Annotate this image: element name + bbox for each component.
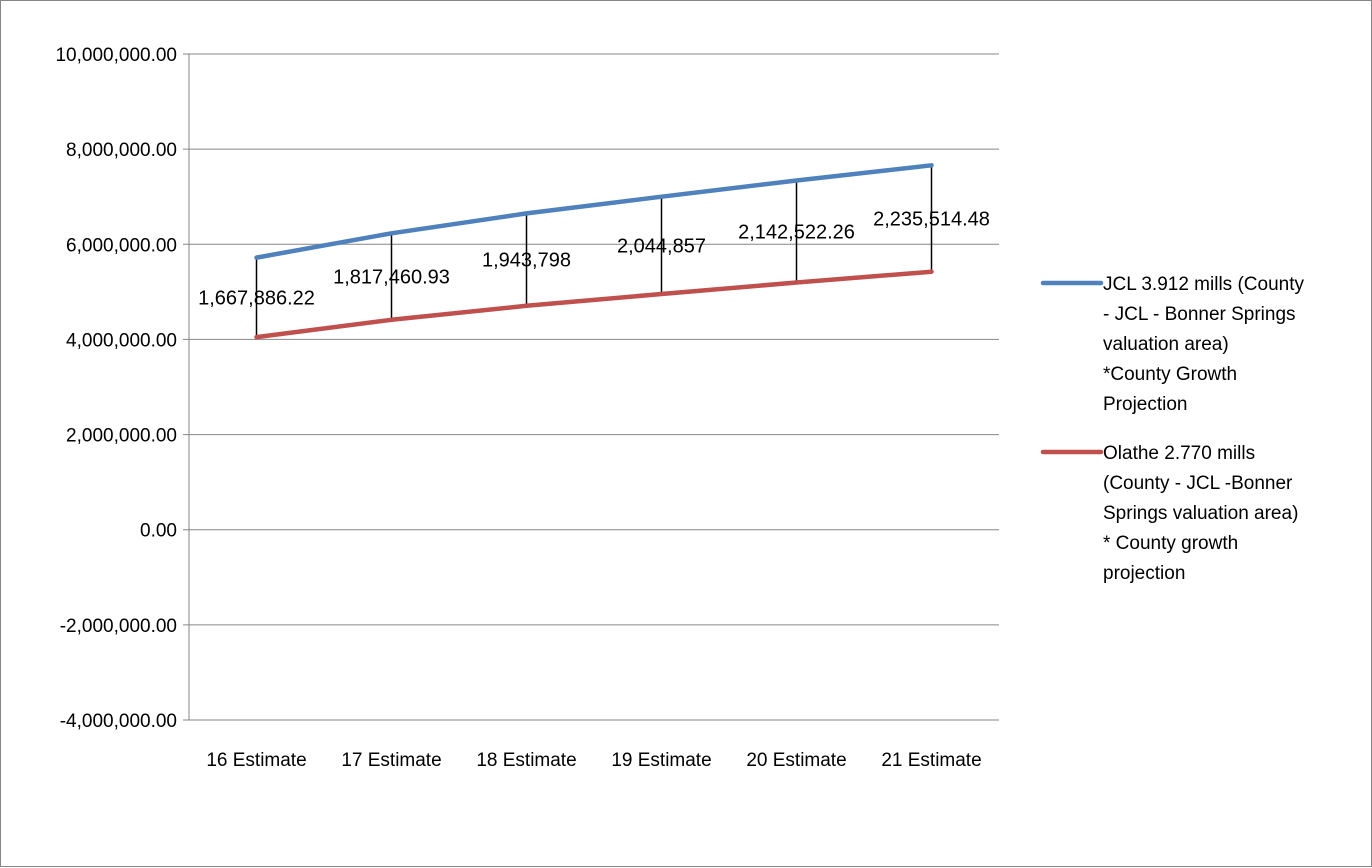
y-tick-label: 8,000,000.00: [66, 140, 177, 161]
difference-label: 1,817,460.93: [333, 267, 450, 289]
x-tick-label: 17 Estimate: [341, 750, 441, 771]
x-tick-label: 18 Estimate: [476, 750, 576, 771]
legend-entry-text: JCL 3.912 mills (County: [1103, 274, 1304, 295]
legend-entry-text: *County Growth: [1103, 364, 1237, 385]
x-tick-label: 20 Estimate: [746, 750, 846, 771]
y-axis: -4,000,000.00 -2,000,000.00 0.00 2,000,000.…: [55, 45, 190, 732]
x-tick-label: 16 Estimate: [206, 750, 306, 771]
difference-lines: [255, 165, 933, 338]
legend: JCL 3.912 mills (County - JCL - Bonner Sp…: [1040, 274, 1304, 584]
x-tick-label: 21 Estimate: [881, 750, 981, 771]
y-tick-label: 2,000,000.00: [66, 426, 177, 447]
legend-entry-text: Projection: [1103, 394, 1188, 415]
difference-label: 1,943,798: [482, 250, 571, 272]
series-lines: [254, 163, 934, 340]
series-line: [254, 269, 934, 340]
legend-entry-text: - JCL - Bonner Springs: [1103, 304, 1296, 325]
difference-label: 2,044,857: [617, 235, 706, 257]
y-tick-label: -4,000,000.00: [60, 711, 177, 732]
difference-label: 2,235,514.48: [873, 208, 990, 230]
x-tick-label: 19 Estimate: [611, 750, 711, 771]
legend-entry-text: Olathe 2.770 mills: [1103, 443, 1255, 464]
legend-entry-text: Springs valuation area): [1103, 503, 1298, 524]
y-tick-label: 4,000,000.00: [66, 330, 177, 351]
legend-entry-text: valuation area): [1103, 334, 1229, 355]
y-tick-label: 0.00: [140, 521, 177, 542]
legend-entry-text: projection: [1103, 563, 1185, 584]
legend-entry-text: * County growth: [1103, 533, 1238, 554]
difference-labels: 1,667,886.22 1,817,460.93 1,943,798 2,044,8…: [198, 208, 990, 309]
legend-entry-text: (County - JCL -Bonner: [1103, 473, 1293, 494]
difference-label: 2,142,522.26: [738, 222, 855, 244]
y-tick-label: 6,000,000.00: [66, 235, 177, 256]
y-tick-label: -2,000,000.00: [60, 616, 177, 637]
difference-label: 1,667,886.22: [198, 287, 315, 309]
gridlines: [183, 53, 999, 721]
x-axis-labels: 16 Estimate 17 Estimate 18 Estimate 19 Esti…: [206, 750, 981, 771]
series-line: [254, 163, 934, 260]
y-tick-label: 10,000,000.00: [55, 45, 177, 66]
